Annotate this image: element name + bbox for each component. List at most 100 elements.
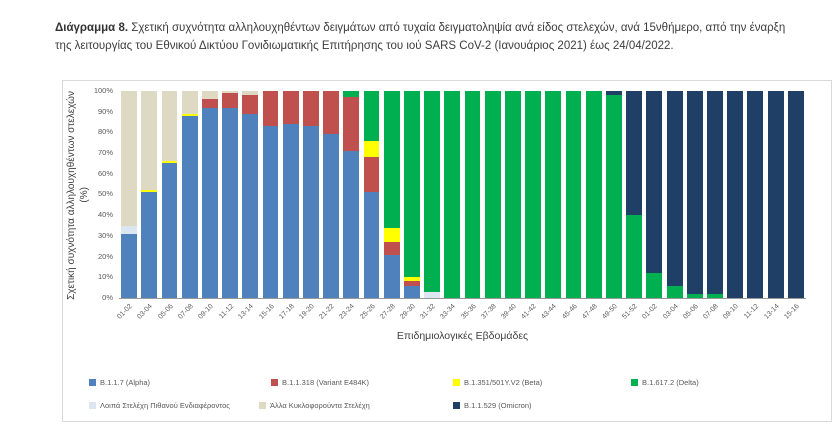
legend-swatch-beta bbox=[453, 379, 460, 386]
bar-segment bbox=[181, 115, 198, 298]
bar-segment bbox=[262, 91, 279, 127]
bar-segment bbox=[606, 95, 622, 298]
bar-25-26-12 bbox=[363, 91, 380, 298]
bar-47-48-23 bbox=[585, 91, 602, 298]
chart-frame: Σχετική συχνότητα αλληλουχηθέντων στελεχ… bbox=[62, 80, 832, 422]
bar-27-28-13 bbox=[383, 91, 400, 298]
y-tick-label: 0% bbox=[102, 292, 113, 302]
figure-caption-text: Σχετική συχνότητα αλληλουχηθέντων δειγμά… bbox=[55, 22, 786, 52]
bar-segment bbox=[121, 225, 138, 234]
bar-07-08-29 bbox=[707, 91, 723, 298]
bar-segment bbox=[141, 91, 158, 191]
bar-segment bbox=[545, 91, 562, 298]
bar-03-04-27 bbox=[666, 91, 683, 298]
bar-segment bbox=[141, 192, 158, 298]
bar-segment bbox=[666, 91, 683, 286]
bar-segment bbox=[444, 91, 461, 298]
bar-segment bbox=[383, 254, 400, 298]
bar-segment bbox=[121, 91, 138, 226]
legend: B.1.1.7 (Alpha) B.1.1.318 (Variant E484K… bbox=[63, 81, 831, 421]
bar-43-44-21 bbox=[545, 91, 562, 298]
bar-segment bbox=[303, 126, 319, 298]
bar-segment bbox=[747, 91, 764, 298]
legend-item-e484k: B.1.1.318 (Variant E484K) bbox=[271, 378, 369, 387]
bar-segment bbox=[666, 285, 683, 298]
legend-swatch-other-circulating bbox=[259, 402, 266, 409]
bar-segment bbox=[202, 107, 218, 298]
bar-37-38-18 bbox=[484, 91, 501, 298]
legend-item-other-circulating: Άλλα Κυκλοφορούντα Στελέχη bbox=[259, 401, 370, 410]
bar-segment bbox=[202, 91, 218, 100]
bar-segment bbox=[686, 293, 703, 298]
figure-caption: Διάγραμμα 8. Σχετική συχνότητα αλληλουχη… bbox=[55, 20, 800, 56]
bar-segment bbox=[181, 91, 198, 114]
bar-09-10-4 bbox=[202, 91, 218, 298]
bar-segment bbox=[363, 157, 380, 193]
bar-segment bbox=[404, 277, 420, 282]
bar-segment bbox=[585, 91, 602, 298]
x-axis-title: Επιδημιολογικές Εβδομάδες bbox=[396, 330, 529, 342]
y-tick-label: 40% bbox=[97, 210, 113, 220]
bar-segment bbox=[404, 285, 420, 298]
y-tick-label: 30% bbox=[97, 230, 113, 240]
bar-segment bbox=[363, 91, 380, 141]
legend-swatch-omicron bbox=[453, 402, 460, 409]
bar-segment bbox=[404, 91, 420, 278]
bar-11-12-5 bbox=[222, 91, 239, 298]
bar-segment bbox=[343, 151, 360, 298]
bar-13-14-32 bbox=[767, 91, 784, 298]
bar-19-20-9 bbox=[303, 91, 319, 298]
bar-segment bbox=[242, 95, 259, 114]
legend-label-beta: B.1.351/501Y.V2 (Beta) bbox=[464, 378, 543, 387]
legend-label-delta: B.1.617.2 (Delta) bbox=[642, 378, 699, 387]
bar-segment bbox=[424, 291, 441, 298]
bar-segment bbox=[505, 91, 521, 298]
bar-15-16-33 bbox=[787, 91, 804, 298]
y-tick-label: 70% bbox=[97, 148, 113, 158]
bar-segment bbox=[242, 113, 259, 298]
legend-label-omicron: B.1.1.529 (Omicron) bbox=[464, 401, 532, 410]
bar-09-10-30 bbox=[727, 91, 744, 298]
bar-segment bbox=[727, 91, 744, 298]
bar-segment bbox=[404, 281, 420, 286]
bar-03-04-1 bbox=[141, 91, 158, 298]
legend-label-e484k: B.1.1.318 (Variant E484K) bbox=[282, 378, 369, 387]
bar-segment bbox=[383, 91, 400, 228]
bar-21-22-10 bbox=[323, 91, 340, 298]
bar-01-02-26 bbox=[646, 91, 663, 298]
legend-item-other-interest: Λοιπά Στελέχη Πιθανού Ενδιαφέροντος bbox=[89, 401, 230, 410]
bar-39-40-19 bbox=[505, 91, 521, 298]
bar-segment bbox=[202, 99, 218, 108]
bar-13-14-6 bbox=[242, 91, 259, 298]
y-tick-label: 50% bbox=[97, 189, 113, 199]
bar-segment bbox=[242, 91, 259, 96]
bar-segment bbox=[323, 91, 340, 135]
bar-23-24-11 bbox=[343, 91, 360, 298]
bar-segment bbox=[262, 126, 279, 298]
bar-segment bbox=[222, 107, 239, 298]
y-tick-label: 10% bbox=[97, 272, 113, 282]
bar-33-34-16 bbox=[444, 91, 461, 298]
y-tick-labels: 100% 90% 80% 70% 60% 50% 40% 30% 20% 10% 0% bbox=[69, 86, 113, 303]
bar-segment bbox=[565, 91, 582, 298]
bar-segment bbox=[141, 190, 158, 193]
bar-segment bbox=[282, 91, 299, 125]
bar-segment bbox=[343, 97, 360, 152]
bar-49-50-24 bbox=[606, 91, 622, 298]
legend-swatch-alpha bbox=[89, 379, 96, 386]
bar-35-36-17 bbox=[464, 91, 481, 298]
legend-swatch-e484k bbox=[271, 379, 278, 386]
bar-segment bbox=[383, 227, 400, 243]
bar-segment bbox=[484, 91, 501, 298]
bar-01-02-0 bbox=[121, 91, 138, 298]
bar-segment bbox=[424, 91, 441, 292]
bar-45-46-22 bbox=[565, 91, 582, 298]
bar-15-16-7 bbox=[262, 91, 279, 298]
legend-label-other-interest: Λοιπά Στελέχη Πιθανού Ενδιαφέροντος bbox=[100, 401, 230, 410]
bar-29-30-14 bbox=[404, 91, 420, 298]
bar-segment bbox=[222, 93, 239, 108]
bar-segment bbox=[323, 134, 340, 298]
y-tick-label: 100% bbox=[93, 86, 113, 95]
bar-segment bbox=[222, 91, 239, 94]
bar-segment bbox=[626, 215, 643, 298]
